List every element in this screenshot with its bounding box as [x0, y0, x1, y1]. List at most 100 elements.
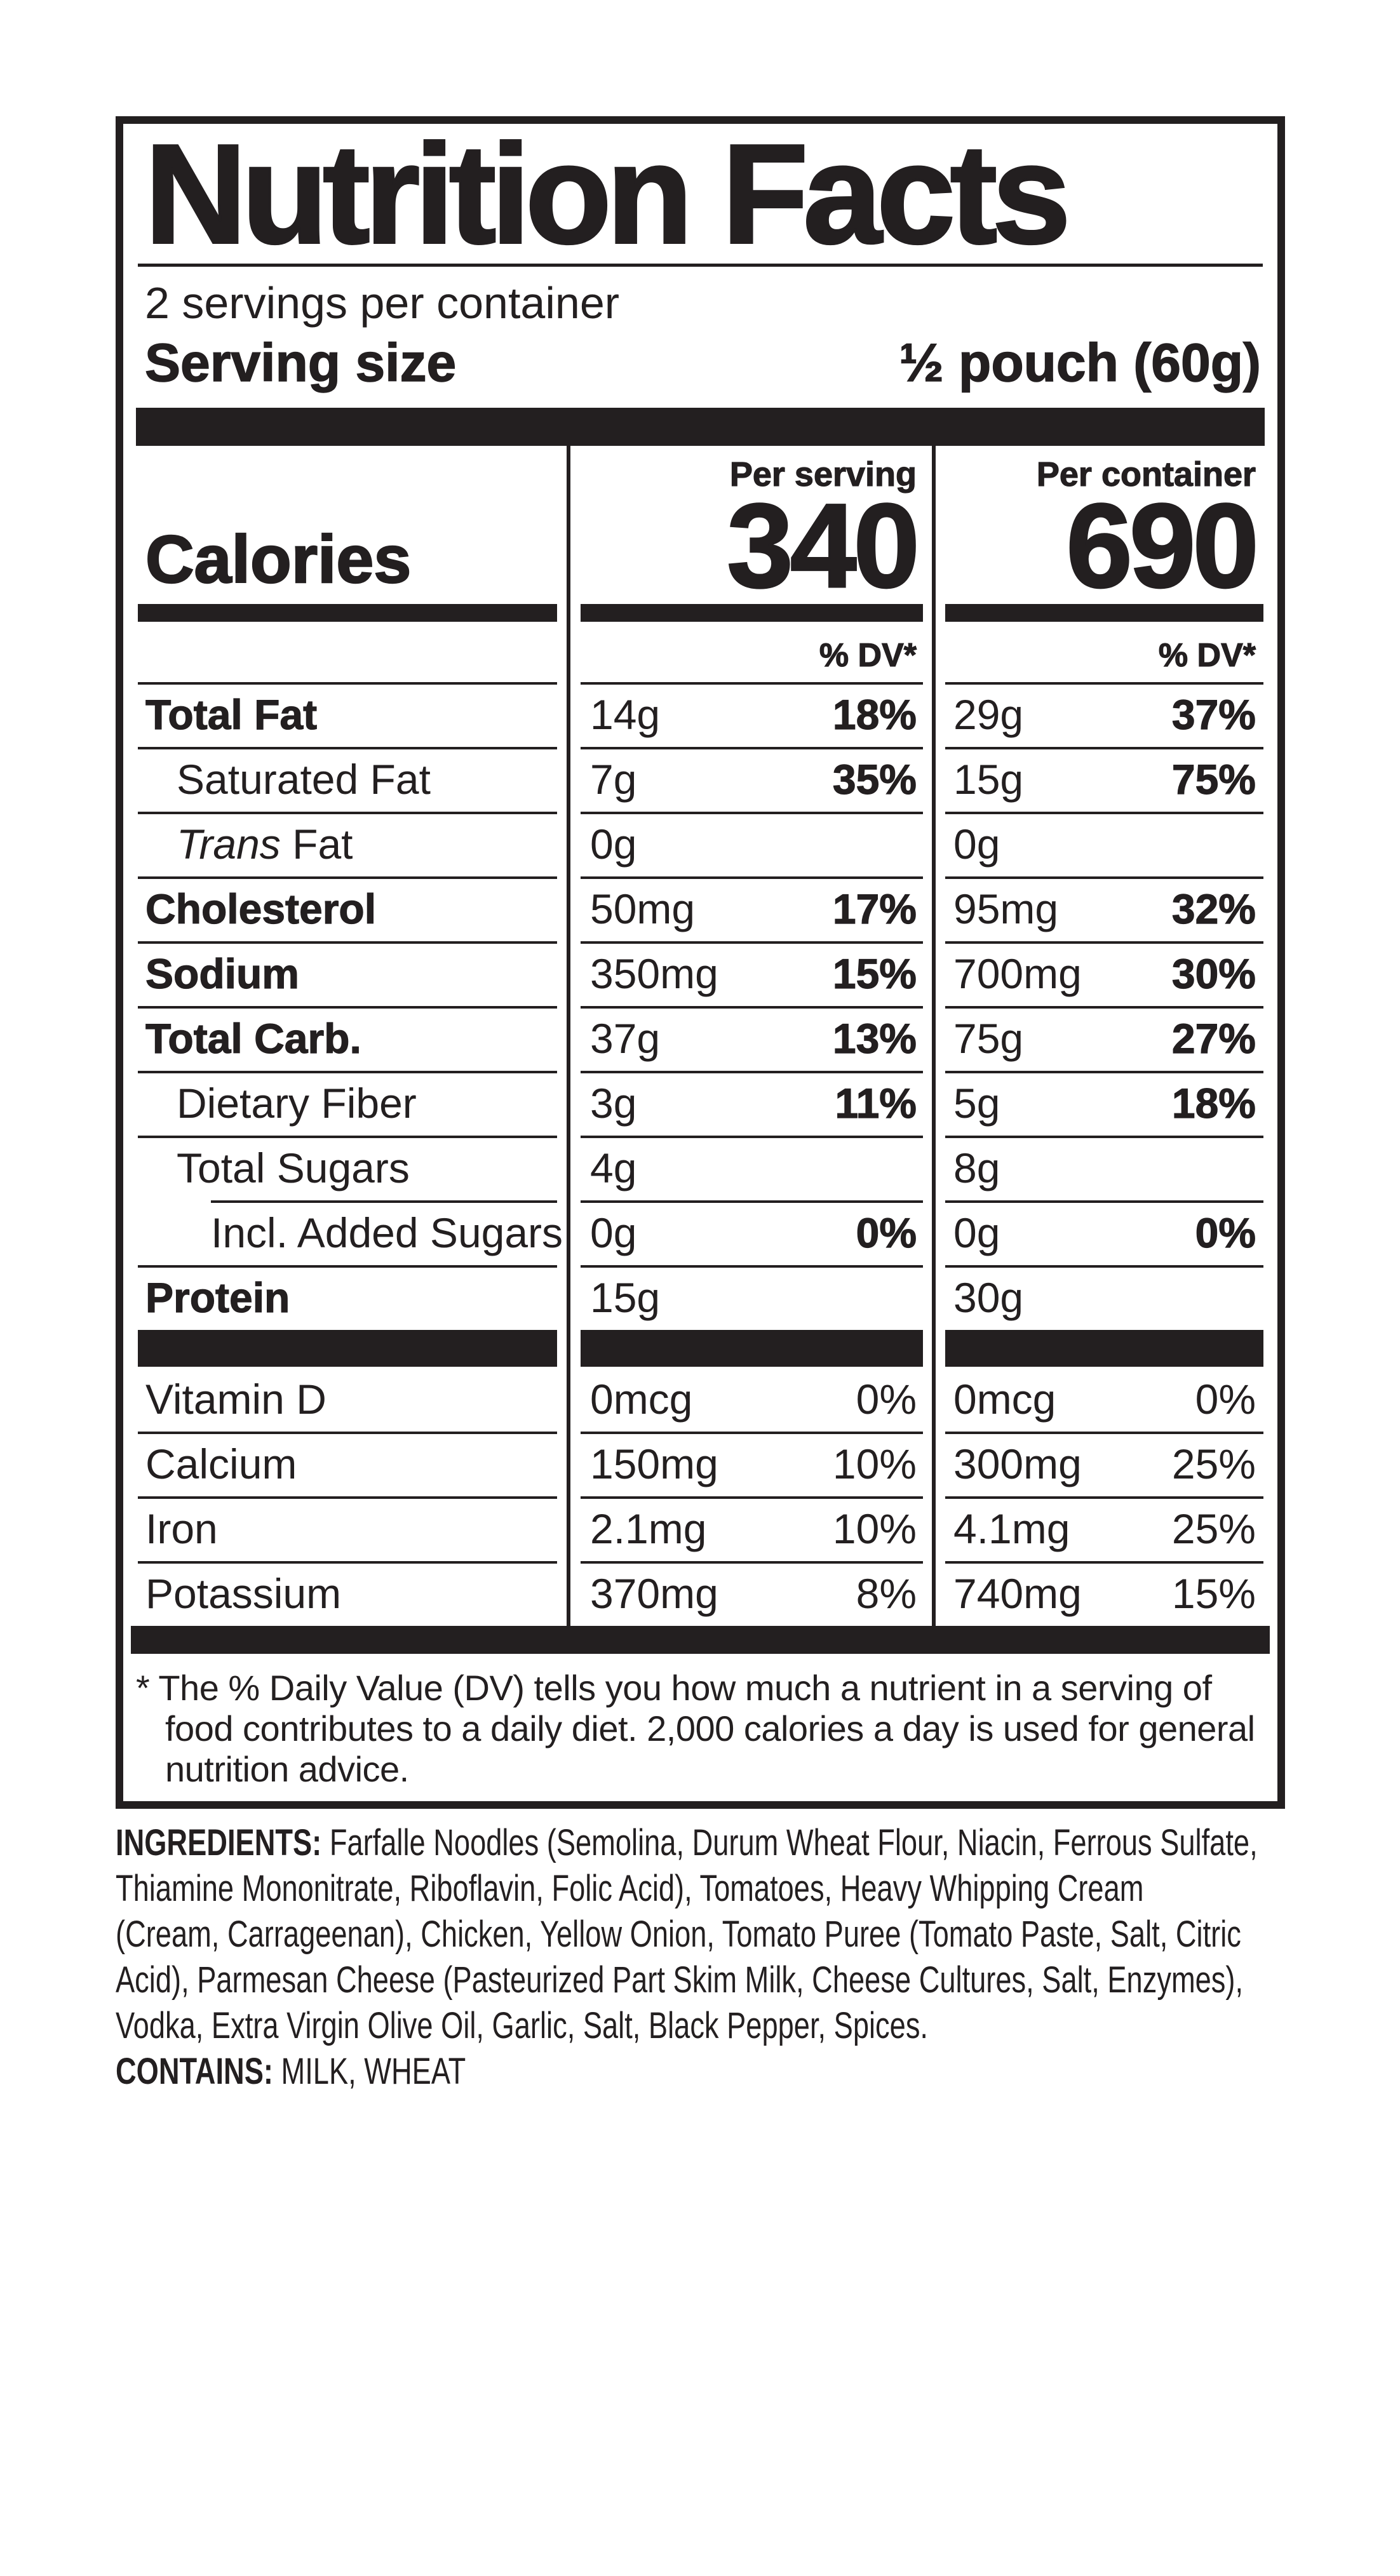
nutrition-facts-panel: Nutrition Facts 2 servings per container…	[116, 116, 1285, 1809]
title-divider	[138, 264, 1263, 267]
amount-per-container: 300mg	[953, 1440, 1082, 1487]
dv-per-serving: 18%	[832, 690, 917, 738]
serving-size-row: Serving size ½ pouch (60g)	[144, 332, 1262, 393]
ingredients-list: Farfalle Noodles (Semolina, Durum Wheat …	[116, 1822, 1258, 2046]
calories-label: Calories	[145, 522, 412, 597]
calories-per-container-value: 690	[1065, 478, 1260, 612]
dv-header-container-text: % DV*	[1158, 636, 1256, 674]
amount-per-serving: 4g	[590, 1144, 637, 1191]
per-container-value-cell: 0g 0%	[932, 1200, 1277, 1265]
per-serving-value-cell: 37g 13%	[567, 1006, 932, 1071]
calories-per-serving-cell: 340	[567, 485, 932, 606]
per-serving-value-cell: 150mg 10%	[567, 1432, 932, 1496]
amount-per-serving: 350mg	[590, 950, 718, 997]
dv-per-serving: 8%	[856, 1570, 917, 1617]
nutrient-name: Saturated Fat	[177, 756, 431, 803]
dv-per-container: 30%	[1171, 949, 1256, 997]
nutrient-name-cell: Total Sugars	[123, 1136, 567, 1200]
amount-per-serving: 370mg	[590, 1570, 718, 1617]
per-serving-value-cell: 0g	[567, 812, 932, 876]
nutrient-name: Potassium	[145, 1570, 342, 1617]
amount-per-container: 5g	[953, 1080, 1000, 1127]
serving-size-value: ½ pouch (60g)	[899, 332, 1262, 393]
vitamins-topbar-middle	[567, 1330, 932, 1367]
per-container-value-cell: 15g 75%	[932, 747, 1277, 812]
nutrient-name: Total Sugars	[177, 1144, 410, 1191]
column-header-per-serving: Per serving	[567, 446, 932, 497]
per-serving-value-cell: 2.1mg 10%	[567, 1496, 932, 1561]
per-container-value-cell: 0mcg 0%	[932, 1367, 1277, 1432]
amount-per-serving: 14g	[590, 691, 661, 738]
amount-per-container: 740mg	[953, 1570, 1082, 1617]
dv-per-container: 27%	[1171, 1014, 1256, 1062]
per-container-value-cell: 740mg 15%	[932, 1561, 1277, 1626]
amount-per-container: 8g	[953, 1144, 1000, 1191]
ingredients-label: INGREDIENTS:	[116, 1822, 322, 1863]
dv-per-container: 32%	[1171, 885, 1256, 932]
amount-per-container: 15g	[953, 756, 1024, 803]
vitamins-topbar-left	[123, 1330, 567, 1367]
amount-per-container: 4.1mg	[953, 1505, 1070, 1552]
nutrient-name: Total Carb.	[145, 1014, 361, 1062]
nutrient-name-cell: Calcium	[123, 1432, 567, 1496]
amount-per-container: 30g	[953, 1274, 1024, 1321]
dv-per-container: 25%	[1171, 1505, 1256, 1552]
dv-footnote: * The % Daily Value (DV) tells you how m…	[136, 1668, 1255, 1789]
dv-per-serving: 13%	[832, 1014, 917, 1062]
column-header-per-container: Per container	[932, 446, 1277, 497]
per-serving-value-cell: 370mg 8%	[567, 1561, 932, 1626]
amount-per-container: 0g	[953, 821, 1000, 868]
nutrient-name-cell: Vitamin D	[123, 1367, 567, 1432]
per-serving-value-cell: 0mcg 0%	[567, 1367, 932, 1432]
dv-per-container: 18%	[1171, 1079, 1256, 1127]
per-serving-value-cell: 0g 0%	[567, 1200, 932, 1265]
per-container-value-cell: 8g	[932, 1136, 1277, 1200]
nutrient-name-cell: Sodium	[123, 941, 567, 1006]
nutrient-name: Sodium	[145, 949, 299, 997]
calories-label-cell: Calories	[123, 497, 567, 598]
per-serving-value-cell: 50mg 17%	[567, 876, 932, 941]
dv-per-serving: 0%	[856, 1376, 917, 1423]
contains-label: CONTAINS:	[116, 2051, 273, 2092]
nutrition-table: Per serving Per container Calories 340 690 % …	[123, 446, 1277, 1626]
nutrient-name: Dietary Fiber	[177, 1080, 417, 1127]
amount-per-container: 0g	[953, 1209, 1000, 1256]
per-container-value-cell: 300mg 25%	[932, 1432, 1277, 1496]
nutrient-name: Incl. Added Sugars	[211, 1209, 563, 1256]
dv-per-serving: 11%	[835, 1079, 917, 1127]
panel-title: Nutrition Facts	[144, 116, 1072, 273]
per-container-value-cell: 29g 37%	[932, 682, 1277, 747]
per-container-header-text: Per container	[1036, 455, 1256, 493]
separator-bar-bottom	[131, 1626, 1270, 1654]
amount-per-serving: 0mcg	[590, 1376, 693, 1423]
servings-per-container: 2 servings per container	[145, 278, 620, 328]
amount-per-container: 75g	[953, 1015, 1024, 1062]
amount-per-container: 700mg	[953, 950, 1082, 997]
amount-per-serving: 150mg	[590, 1440, 718, 1487]
per-serving-value-cell: 3g 11%	[567, 1071, 932, 1136]
nutrient-name-cell: Iron	[123, 1496, 567, 1561]
calories-underbar-middle	[567, 598, 932, 626]
amount-per-container: 95mg	[953, 885, 1059, 932]
per-serving-value-cell: 7g 35%	[567, 747, 932, 812]
nutrient-name: Cholesterol	[145, 885, 377, 932]
amount-per-serving: 50mg	[590, 885, 696, 932]
nutrient-name-cell: Protein	[123, 1265, 567, 1330]
calories-per-container-cell: 690	[932, 478, 1277, 612]
nutrient-name: Total Fat	[145, 690, 318, 738]
per-container-value-cell: 5g 18%	[932, 1071, 1277, 1136]
nutrient-name-cell: Saturated Fat	[123, 747, 567, 812]
nutrient-name-cell: Total Carb.	[123, 1006, 567, 1071]
contains-statement: CONTAINS: MILK, WHEAT	[116, 2049, 1300, 2095]
amount-per-container: 0mcg	[953, 1376, 1056, 1423]
contains-list: MILK, WHEAT	[281, 2051, 466, 2092]
amount-per-container: 29g	[953, 691, 1024, 738]
amount-per-serving: 3g	[590, 1080, 637, 1127]
per-container-value-cell: 700mg 30%	[932, 941, 1277, 1006]
nutrient-name: Protein	[145, 1273, 290, 1321]
calories-underbar-right	[932, 598, 1277, 626]
per-container-value-cell: 75g 27%	[932, 1006, 1277, 1071]
serving-size-label: Serving size	[144, 332, 457, 393]
nutrient-name-cell: Potassium	[123, 1561, 567, 1626]
